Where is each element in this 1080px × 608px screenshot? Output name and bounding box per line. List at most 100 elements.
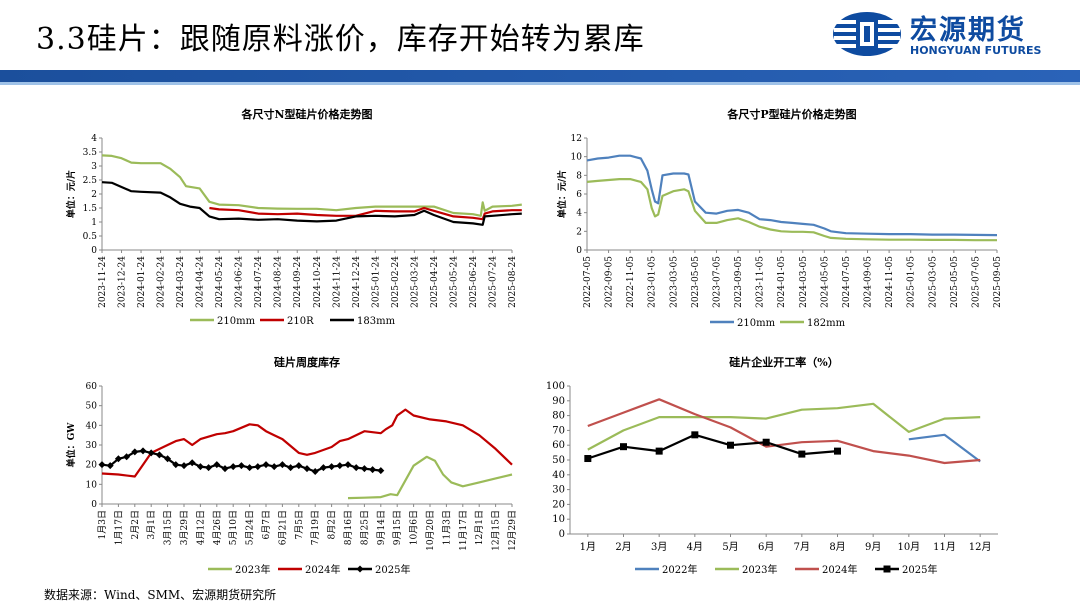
y-tick-label: 60 (86, 382, 98, 392)
data-point (98, 461, 106, 469)
x-tick-label: 9月14日 (376, 510, 387, 545)
chart-title: 各尺寸P型硅片价格走势图 (726, 107, 856, 121)
x-tick-label: 5月10日 (228, 510, 239, 545)
x-tick-label: 2024-01-05 (777, 256, 787, 308)
legend-label: 2022年 (662, 563, 697, 576)
data-point (254, 463, 262, 471)
x-tick-label: 2024-03-05 (799, 256, 809, 308)
data-point (213, 461, 221, 469)
x-tick-label: 2025-04-24 (430, 256, 440, 308)
legend-label: 210mm (217, 316, 256, 327)
x-tick-label: 12月15日 (491, 510, 502, 551)
x-tick-label: 2025-01-05 (907, 256, 917, 308)
y-tick-label: 4 (91, 134, 97, 144)
y-tick-label: 100 (546, 381, 565, 392)
y-tick-label: 0 (576, 246, 582, 256)
y-tick-label: 4 (576, 209, 582, 219)
x-tick-label: 2022-09-05 (605, 256, 615, 308)
chart-title: 硅片企业开工率（%） (729, 355, 838, 369)
x-tick-label: 7月 (794, 541, 810, 553)
legend-label: 2024年 (305, 563, 340, 576)
company-logo: 宏源期货 HONGYUAN FUTURES (830, 6, 1070, 62)
x-tick-label: 11月 (933, 541, 956, 553)
legend-label: 2025年 (902, 563, 937, 576)
x-tick-label: 10月6日 (409, 510, 420, 545)
x-tick-label: 7月19日 (310, 510, 321, 545)
data-point (237, 462, 245, 470)
x-tick-label: 2025-09-05 (993, 256, 1003, 308)
data-point (246, 464, 254, 472)
data-point (155, 451, 163, 459)
y-tick-label: 0 (91, 500, 97, 510)
data-point (147, 449, 155, 457)
y-tick-label: 0.5 (83, 232, 98, 242)
x-tick-label: 2024-12-24 (352, 256, 362, 308)
x-tick-label: 6月 (758, 541, 774, 553)
x-tick-label: 2023-01-05 (648, 256, 658, 308)
x-tick-label: 3月15日 (163, 510, 174, 545)
data-point (123, 453, 131, 461)
x-tick-label: 4月26日 (212, 510, 223, 545)
y-tick-label: 1 (91, 218, 97, 228)
x-tick-label: 2024-10-24 (313, 256, 323, 308)
x-tick-label: 7月5日 (294, 510, 305, 539)
data-point (131, 448, 139, 456)
x-tick-label: 11月17日 (458, 510, 469, 551)
y-tick-label: 30 (552, 485, 565, 496)
data-point (172, 461, 180, 469)
x-tick-label: 2024-11-05 (885, 256, 895, 308)
y-tick-label: 6 (576, 190, 582, 200)
series-line-0 (347, 455, 513, 500)
x-tick-label: 8月25日 (359, 510, 370, 545)
y-tick-label: 10 (571, 153, 583, 163)
data-point (303, 465, 311, 473)
legend-label: 2025年 (375, 563, 410, 576)
data-point (369, 466, 377, 474)
x-tick-label: 2025-02-24 (391, 256, 401, 308)
y-axis-label: 单位：元/片 (556, 170, 568, 218)
x-tick-label: 2024-01-24 (137, 256, 147, 308)
data-point (106, 462, 114, 470)
data-point (344, 461, 352, 469)
series-line-1 (101, 408, 513, 478)
data-source-note: 数据来源：Wind、SMM、宏源期货研究所 (44, 588, 277, 602)
series-line-1 (209, 206, 522, 221)
x-tick-label: 2024-02-24 (157, 256, 167, 308)
data-point (205, 464, 213, 472)
x-tick-label: 2025-05-05 (950, 256, 960, 308)
header-divider-accent (0, 82, 1080, 85)
x-tick-label: 11月3日 (441, 510, 452, 545)
x-tick-label: 2024-04-24 (196, 256, 206, 308)
y-tick-label: 20 (86, 461, 98, 471)
wafer-operating-rate-chart: 硅片企业开工率（%） 0 10 20 30 40 50 60 70 80 90 100 1月 2月 3月 4月… (546, 355, 998, 576)
x-tick-label: 1月3日 (97, 510, 108, 539)
series-line-0 (586, 154, 998, 237)
legend-marker (356, 565, 364, 573)
data-point (262, 461, 270, 469)
data-point (287, 464, 295, 472)
chart-title: 各尺寸N型硅片价格走势图 (240, 107, 372, 121)
x-tick-label: 2024-08-24 (274, 256, 284, 308)
chart-title: 硅片周度库存 (274, 355, 340, 369)
data-point (691, 431, 699, 439)
x-tick-label: 2月2日 (130, 510, 141, 539)
x-tick-label: 4月12日 (195, 510, 206, 545)
series-line-3 (587, 433, 838, 460)
data-point (352, 464, 360, 472)
x-tick-label: 2022-07-05 (583, 256, 593, 308)
x-tick-label: 2023-05-05 (691, 256, 701, 308)
y-tick-label: 3 (91, 162, 97, 172)
y-tick-label: 50 (552, 455, 565, 466)
x-tick-label: 8月16日 (343, 510, 354, 545)
x-tick-label: 12月 (969, 541, 992, 553)
x-tick-label: 1月 (580, 541, 596, 553)
legend-label: 182mm (807, 318, 846, 329)
header-divider-bar (0, 70, 1080, 82)
y-tick-label: 2 (91, 190, 97, 200)
x-tick-label: 10月 (897, 541, 920, 553)
x-tick-label: 9月15日 (392, 510, 403, 545)
legend-label: 2024年 (822, 563, 857, 576)
